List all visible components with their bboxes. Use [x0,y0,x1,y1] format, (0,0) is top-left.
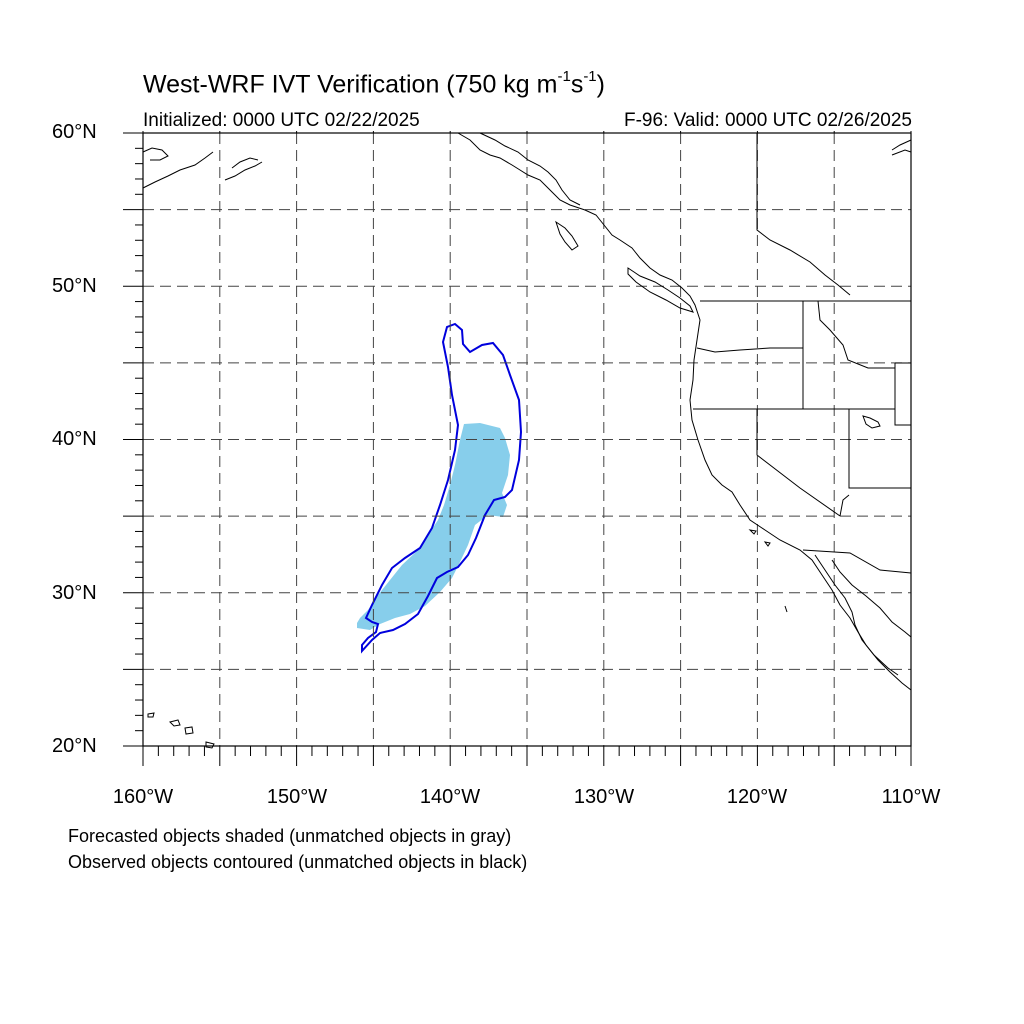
coastline-segment [891,149,912,156]
coastline-segment [224,161,263,181]
coastline-segment [142,151,214,189]
coastline-segment [555,220,579,251]
coastline-segment [142,147,169,161]
lat-label-30: 30°N [52,582,97,604]
coastline-segment [696,347,803,353]
coastline-segment [479,132,581,206]
coastline-segment [627,267,694,313]
coastline-segment [169,719,181,727]
lon-label-120w: 120°W [726,786,788,808]
lon-label-150w: 150°W [266,786,328,808]
observed-object-contour [361,322,523,654]
coastline-segment [802,549,912,574]
coastline-segment [839,494,850,517]
coastline-segment [817,300,895,369]
coastline-segment [763,541,771,547]
coastline-segment [756,409,841,517]
coastline-segment [748,529,757,535]
forecast-object-shaded [357,423,510,630]
axis-ticks [123,131,912,766]
coastline-segment [814,554,899,676]
lat-lon-grid [143,133,911,746]
coastline-segment [205,741,215,749]
lon-label-160w: 160°W [112,786,174,808]
lat-label-20: 20°N [52,735,97,757]
lon-label-140w: 140°W [419,786,481,808]
coastline-segment [831,559,912,638]
lon-label-130w: 130°W [573,786,635,808]
coastline-segment [756,133,851,296]
lat-label-40: 40°N [52,428,97,450]
note-observed: Observed objects contoured (unmatched ob… [68,852,528,872]
coastline-segment [894,363,911,426]
coastline-segment [147,712,155,718]
coastline-segment [231,157,259,169]
coastline-segment [891,139,912,151]
coastline-segment [862,415,881,429]
map-frame [142,132,912,747]
coastline-segment [784,605,788,613]
lat-label-50: 50°N [52,275,97,297]
coastline-segment [457,132,912,691]
initialized-time: Initialized: 0000 UTC 02/22/2025 [143,110,420,131]
valid-time: F-96: Valid: 0000 UTC 02/26/2025 [624,110,912,131]
lat-label-60: 60°N [52,121,97,143]
note-forecast: Forecasted objects shaded (unmatched obj… [68,826,512,846]
coastline-segment [848,409,911,489]
coastline-segment [184,726,194,735]
lon-label-110w: 110°W [881,786,941,808]
plot-title: West-WRF IVT Verification (750 kg m-1s-1… [143,68,605,99]
coastlines [142,132,912,749]
